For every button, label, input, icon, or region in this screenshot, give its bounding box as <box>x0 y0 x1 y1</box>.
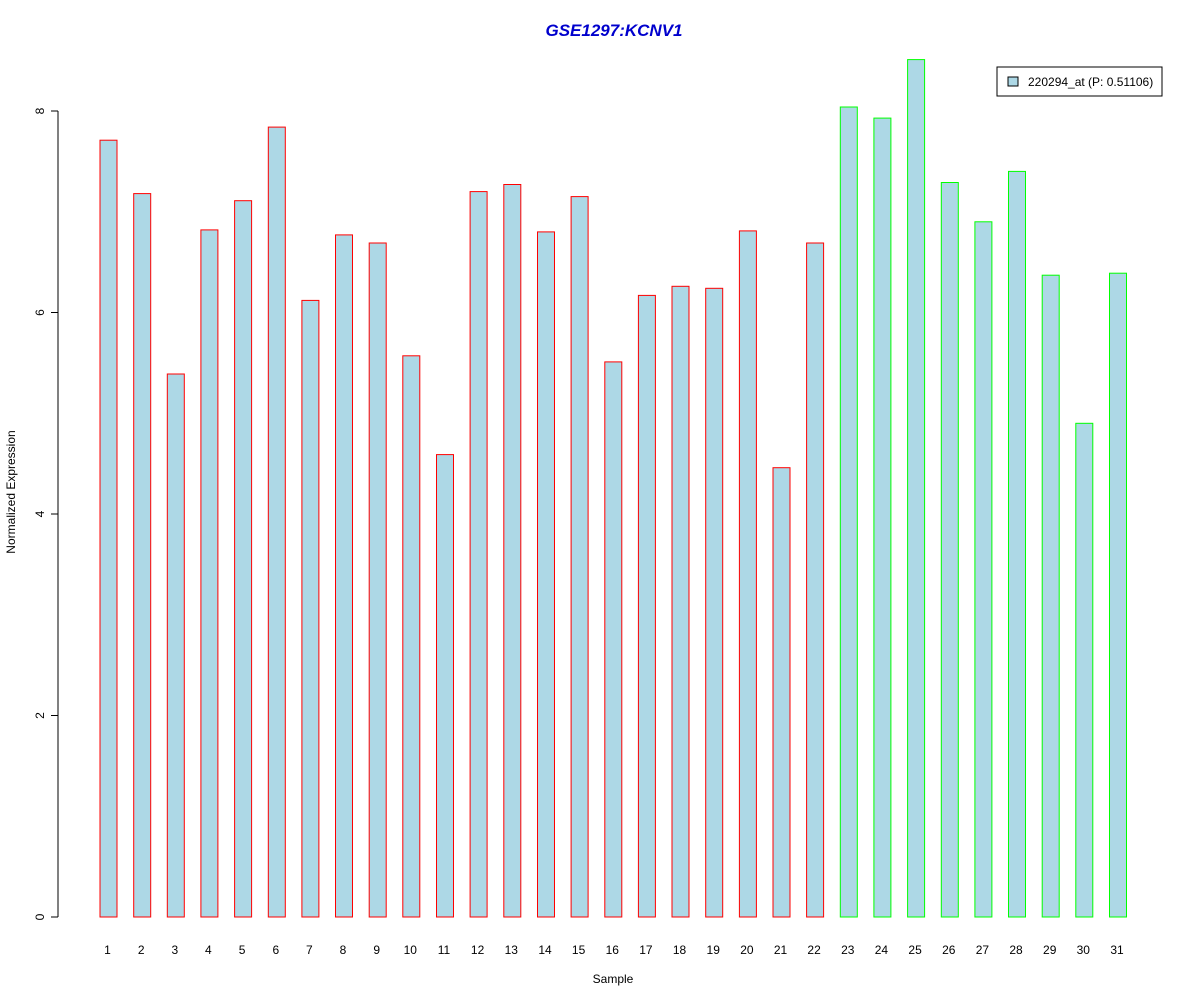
bar-sample-27 <box>974 221 993 918</box>
x-tick-label: 28 <box>1009 943 1023 957</box>
bar-sample-14 <box>537 231 555 918</box>
y-tick-label: 0 <box>33 913 47 920</box>
x-tick-label: 25 <box>908 943 922 957</box>
legend-box <box>996 66 1163 97</box>
bar-sample-31 <box>1109 272 1127 918</box>
bar-sample-9 <box>368 242 387 918</box>
x-tick-label: 14 <box>538 943 552 957</box>
bar-sample-1 <box>99 139 118 918</box>
y-axis-label: Normalized Expression <box>4 430 18 553</box>
x-tick-label: 18 <box>673 943 687 957</box>
x-tick-label: 3 <box>171 943 178 957</box>
bar-sample-16 <box>604 361 623 918</box>
bar-sample-24 <box>873 117 892 918</box>
bar-sample-20 <box>738 230 757 918</box>
bar-sample-5 <box>234 200 253 918</box>
y-axis: 0 2 4 6 8 <box>33 107 59 920</box>
bar-sample-3 <box>166 373 185 918</box>
x-tick-label: 2 <box>138 943 145 957</box>
x-axis-labels: 1 2 3 4 5 6 7 8 9 10 11 12 13 14 15 16 17 18 19 20 21 22 23 24 2… <box>104 943 1124 957</box>
x-tick-label: 1 <box>104 943 111 957</box>
bar-sample-17 <box>637 294 656 918</box>
bar-sample-13 <box>503 184 522 918</box>
bar-sample-11 <box>436 454 454 918</box>
x-tick-label: 24 <box>875 943 889 957</box>
bar-sample-28 <box>1008 170 1026 918</box>
x-tick-label: 20 <box>740 943 754 957</box>
x-tick-label: 11 <box>438 943 451 957</box>
x-tick-label: 4 <box>205 943 212 957</box>
x-tick-label: 17 <box>639 943 653 957</box>
x-axis-label: Sample <box>593 972 634 986</box>
bar-sample-10 <box>402 355 421 918</box>
y-tick-label: 2 <box>33 712 47 719</box>
x-tick-label: 8 <box>340 943 347 957</box>
bar-sample-30 <box>1075 422 1094 918</box>
x-tick-label: 9 <box>373 943 380 957</box>
bar-sample-22 <box>806 242 825 918</box>
bar-sample-7 <box>301 299 320 918</box>
chart-title: GSE1297:KCNV1 <box>545 21 682 40</box>
bars <box>99 59 1127 918</box>
x-tick-label: 27 <box>976 943 990 957</box>
x-tick-label: 22 <box>807 943 821 957</box>
x-tick-label: 21 <box>774 943 788 957</box>
bar-sample-18 <box>671 285 690 918</box>
x-tick-label: 10 <box>404 943 418 957</box>
x-tick-label: 31 <box>1110 943 1124 957</box>
bar-sample-29 <box>1041 274 1060 918</box>
x-tick-label: 30 <box>1077 943 1091 957</box>
bar-sample-26 <box>940 182 959 918</box>
x-tick-label: 26 <box>942 943 956 957</box>
legend-swatch <box>1007 76 1019 87</box>
bar-sample-25 <box>907 59 926 918</box>
x-tick-label: 7 <box>306 943 313 957</box>
legend: 220294_at (P: 0.51106) <box>996 66 1163 97</box>
x-tick-label: 19 <box>707 943 721 957</box>
bar-sample-19 <box>705 287 724 918</box>
bar-sample-21 <box>772 467 791 918</box>
y-tick-label: 4 <box>33 510 47 517</box>
x-tick-label: 23 <box>841 943 855 957</box>
y-tick-label: 6 <box>33 309 47 316</box>
x-tick-label: 6 <box>272 943 279 957</box>
bar-sample-2 <box>133 193 152 918</box>
bar-sample-8 <box>335 234 353 918</box>
x-tick-label: 29 <box>1043 943 1057 957</box>
y-tick-label: 8 <box>33 107 47 114</box>
bar-sample-15 <box>570 196 589 918</box>
bar-sample-23 <box>839 106 858 918</box>
bar-sample-4 <box>200 229 219 918</box>
x-tick-label: 13 <box>505 943 519 957</box>
x-tick-label: 12 <box>471 943 485 957</box>
legend-entry: 220294_at (P: 0.51106) <box>1028 75 1153 89</box>
x-tick-label: 15 <box>572 943 586 957</box>
bar-sample-12 <box>469 191 488 918</box>
x-tick-label: 16 <box>606 943 620 957</box>
x-tick-label: 5 <box>239 943 246 957</box>
bar-sample-6 <box>267 126 286 918</box>
